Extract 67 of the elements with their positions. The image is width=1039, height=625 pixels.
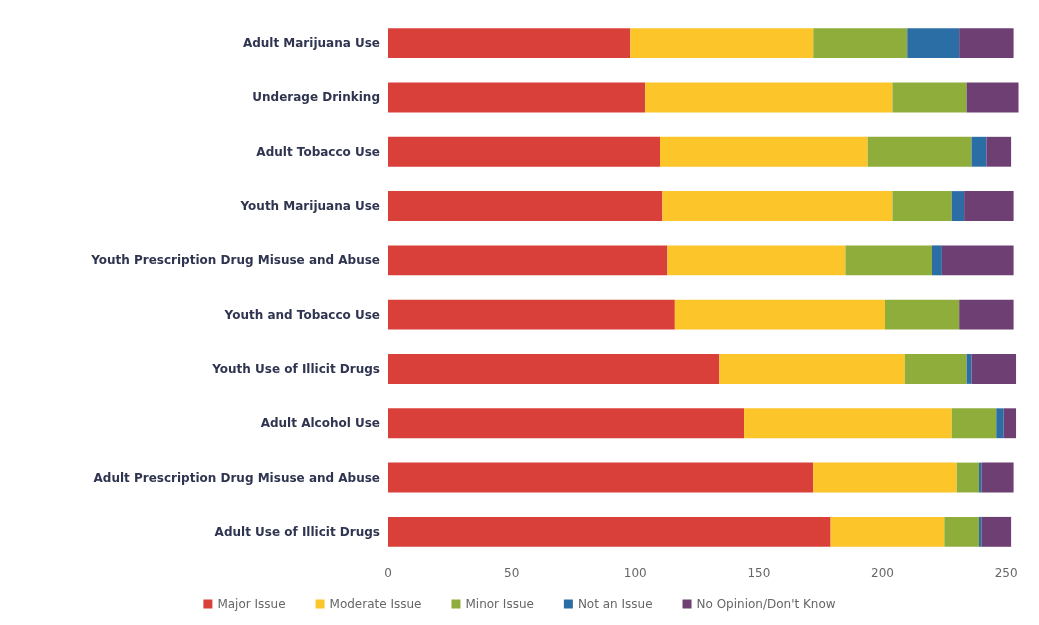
bar	[388, 28, 631, 59]
bar	[981, 462, 1014, 493]
legend-label: Minor Issue	[465, 597, 534, 611]
bar	[971, 354, 1017, 384]
y-tick-label: Adult Marijuana Use	[242, 36, 380, 51]
bar	[830, 516, 945, 547]
y-tick-label: Youth Prescription Drug Misuse and Abuse	[90, 253, 380, 268]
bar	[388, 191, 663, 221]
bar	[813, 28, 908, 59]
x-tick-label: 100	[623, 566, 647, 580]
bar	[996, 408, 1004, 439]
bar	[630, 28, 814, 59]
x-tick-label: 150	[747, 566, 771, 580]
y-tick-label: Adult Alcohol Use	[260, 416, 380, 431]
bar	[388, 408, 745, 439]
bar	[813, 462, 957, 493]
bar	[966, 82, 1019, 113]
legend-label: Moderate Issue	[329, 597, 422, 611]
bar	[907, 28, 960, 59]
bar	[964, 191, 1014, 221]
bar	[719, 354, 905, 384]
bar	[956, 462, 979, 493]
bar	[892, 191, 952, 221]
x-tick-label: 0	[384, 566, 392, 580]
bar	[904, 354, 967, 384]
y-tick-label: Adult Prescription Drug Misuse and Abuse	[93, 470, 380, 485]
bar	[645, 82, 893, 113]
x-tick-label: 250	[994, 566, 1018, 580]
y-tick-label: Youth Marijuana Use	[239, 199, 380, 214]
legend-label: Major Issue	[217, 597, 286, 611]
bar	[388, 136, 660, 167]
bar	[981, 516, 1012, 547]
bar	[959, 28, 1014, 59]
bar	[986, 136, 1012, 167]
bar	[931, 245, 942, 276]
bar	[845, 245, 932, 276]
legend-label: Not an Issue	[577, 597, 653, 611]
bar	[388, 82, 646, 113]
bar	[966, 354, 972, 384]
bar	[388, 462, 814, 493]
y-tick-label: Adult Use of Illicit Drugs	[214, 524, 380, 539]
bar	[388, 245, 668, 276]
bar	[971, 136, 987, 167]
bar	[744, 408, 952, 439]
bar	[944, 516, 979, 547]
bar	[892, 82, 967, 113]
y-tick-label: Youth and Tobacco Use	[223, 307, 380, 322]
x-tick-label: 200	[871, 566, 894, 580]
bar	[659, 136, 868, 167]
y-tick-label: Underage Drinking	[252, 90, 380, 105]
bar	[674, 299, 885, 330]
bar	[867, 136, 972, 167]
y-tick-label: Adult Tobacco Use	[256, 144, 380, 159]
bar	[388, 299, 675, 330]
bar	[941, 245, 1014, 276]
legend-label: No Opinion/Don't Know	[696, 597, 836, 611]
bar	[951, 191, 965, 221]
bar	[388, 516, 831, 547]
bar	[388, 354, 720, 384]
bar	[885, 299, 960, 330]
bar	[667, 245, 846, 276]
bar	[959, 299, 1014, 330]
bar	[662, 191, 893, 221]
y-tick-label: Youth Use of Illicit Drugs	[211, 361, 380, 376]
bar	[951, 408, 997, 439]
bar	[1003, 408, 1017, 439]
x-tick-label: 50	[503, 566, 520, 580]
